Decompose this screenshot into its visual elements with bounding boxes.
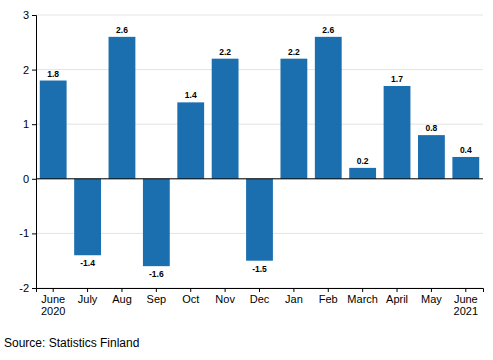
x-tick-label: Oct (182, 293, 199, 305)
y-tick-label: 3 (23, 9, 29, 21)
bar (418, 135, 445, 179)
y-tick-mark (32, 70, 36, 71)
plot: -2 -1 0 1 2 3 June2020 July Aug Sep Oct Nov Dec Jan Fe… (19, 9, 483, 317)
data-label: -1.6 (149, 269, 164, 279)
y-tick: 1 (23, 118, 36, 130)
y-tick-mark (32, 15, 36, 16)
x-tick-mark (190, 288, 191, 292)
data-label: 0.2 (357, 156, 369, 166)
data-label: 2.2 (219, 47, 231, 57)
x-tick: Dec (250, 288, 270, 305)
x-tick-label: June2020 (41, 293, 65, 318)
bar (349, 168, 376, 179)
x-tick: Sep (147, 288, 167, 305)
x-tick: July (78, 288, 98, 305)
data-label: 0.8 (426, 123, 438, 133)
data-label: 2.2 (288, 47, 300, 57)
y-tick: 0 (23, 173, 36, 185)
x-tick-mark (225, 288, 226, 292)
x-tick-mark (259, 288, 260, 292)
data-label: 1.8 (47, 69, 59, 79)
bar (280, 59, 307, 179)
y-tick: 2 (23, 64, 36, 76)
y-tick-label: 0 (23, 173, 29, 185)
x-tick-mark (362, 288, 363, 292)
x-tick: Feb (319, 288, 338, 305)
y-tick-mark (32, 233, 36, 234)
x-tick: April (386, 288, 408, 305)
bar (384, 86, 411, 179)
x-tick-mark (465, 288, 466, 292)
x-tick: June2020 (41, 288, 65, 317)
grid-line (36, 178, 483, 179)
x-tick-label: May (421, 293, 442, 305)
x-tick-label: April (386, 293, 408, 305)
data-label: 1.4 (185, 90, 197, 100)
bar (40, 81, 67, 179)
x-tick: March (347, 288, 378, 305)
bar (452, 157, 479, 179)
grid-line (36, 124, 483, 125)
y-tick-label: 1 (23, 118, 29, 130)
x-tick-label: July (78, 293, 98, 305)
data-labels: 1.8 -1.4 2.6 -1.6 1.4 2.2 -1.5 2.2 2.6 0.2 1.7 0.8 0… (47, 25, 472, 279)
y-tick: 3 (23, 9, 36, 21)
y-axis-line (32, 16, 37, 289)
grid-line (36, 69, 483, 70)
x-tick: Nov (215, 288, 235, 305)
x-tick-mark (53, 288, 54, 292)
x-tick: May (421, 288, 442, 305)
y-tick: -2 (19, 282, 36, 294)
x-tick-label: Sep (147, 293, 167, 305)
zero-line (36, 178, 483, 179)
x-tick-label: June2021 (454, 293, 478, 318)
x-tick-mark (328, 288, 329, 292)
x-tick-mark (121, 288, 122, 292)
y-axis: -2 -1 0 1 2 3 (19, 9, 36, 294)
bar (74, 179, 101, 255)
data-label: 0.4 (460, 145, 472, 155)
chart: -2 -1 0 1 2 3 June2020 July Aug Sep Oct Nov Dec Jan Fe… (0, 0, 493, 360)
bar (177, 102, 204, 178)
grid (36, 15, 483, 288)
data-label: 1.7 (391, 74, 403, 84)
y-tick-mark (32, 288, 36, 289)
bars (40, 37, 479, 266)
x-tick: Aug (112, 288, 132, 305)
y-tick-mark (32, 124, 36, 125)
x-tick-mark (293, 288, 294, 292)
x-tick-mark (397, 288, 398, 292)
x-axis: June2020 July Aug Sep Oct Nov Dec Jan Feb March Ap… (37, 288, 484, 317)
bar (315, 37, 342, 179)
source: Source: Statistics Finland (4, 336, 139, 350)
x-tick-label: Dec (250, 293, 270, 305)
x-tick-label: Aug (112, 293, 132, 305)
x-tick-label: Feb (319, 293, 338, 305)
y-tick-mark (32, 179, 36, 180)
y-tick: -1 (19, 227, 36, 239)
x-tick: Oct (182, 288, 199, 305)
bar (143, 179, 170, 266)
x-tick-mark (87, 288, 88, 292)
x-tick-label: March (347, 293, 378, 305)
x-tick-label: Jan (285, 293, 303, 305)
x-tick-mark (156, 288, 157, 292)
data-label: 2.6 (322, 25, 334, 35)
x-tick: Jan (285, 288, 303, 305)
grid-line (36, 15, 483, 16)
bar (212, 59, 239, 179)
data-label: -1.5 (252, 264, 267, 274)
x-axis-line (37, 289, 484, 293)
x-tick-label: Nov (215, 293, 235, 305)
x-tick-mark (431, 288, 432, 292)
y-tick-label: -1 (19, 227, 29, 239)
y-tick-label: -2 (19, 282, 29, 294)
x-tick: June2021 (454, 288, 478, 317)
data-label: -1.4 (80, 258, 95, 268)
bar (246, 179, 273, 261)
y-tick-label: 2 (23, 64, 29, 76)
bar (109, 37, 136, 179)
data-label: 2.6 (116, 25, 128, 35)
